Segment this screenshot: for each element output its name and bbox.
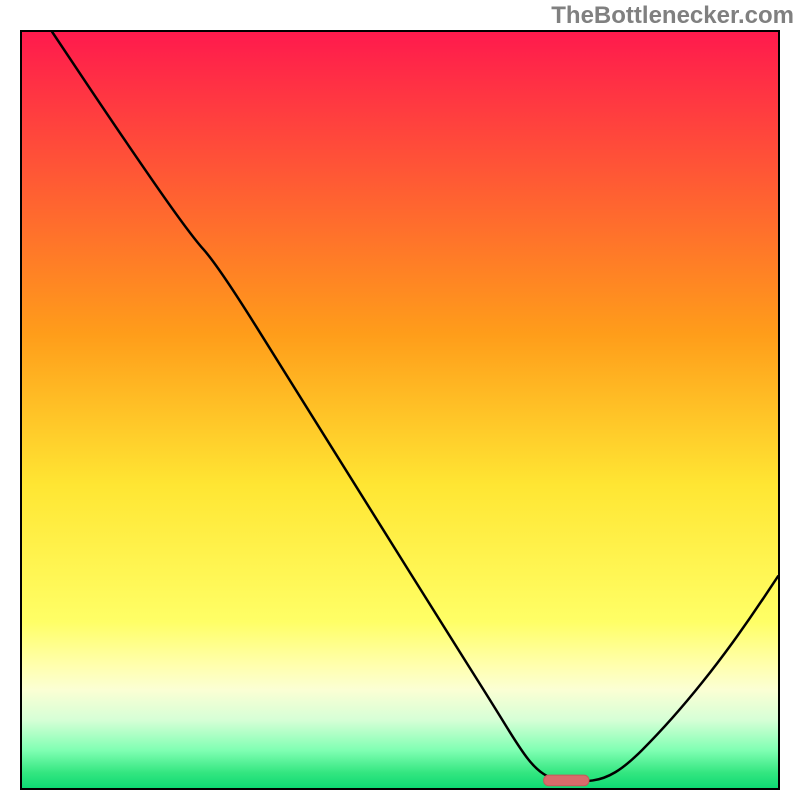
optimal-marker (544, 775, 589, 786)
plot-area (20, 30, 780, 790)
curve-layer (22, 32, 778, 788)
bottleneck-curve (52, 32, 778, 782)
chart-container: TheBottlenecker.com (0, 0, 800, 800)
watermark-text: TheBottlenecker.com (551, 2, 794, 30)
